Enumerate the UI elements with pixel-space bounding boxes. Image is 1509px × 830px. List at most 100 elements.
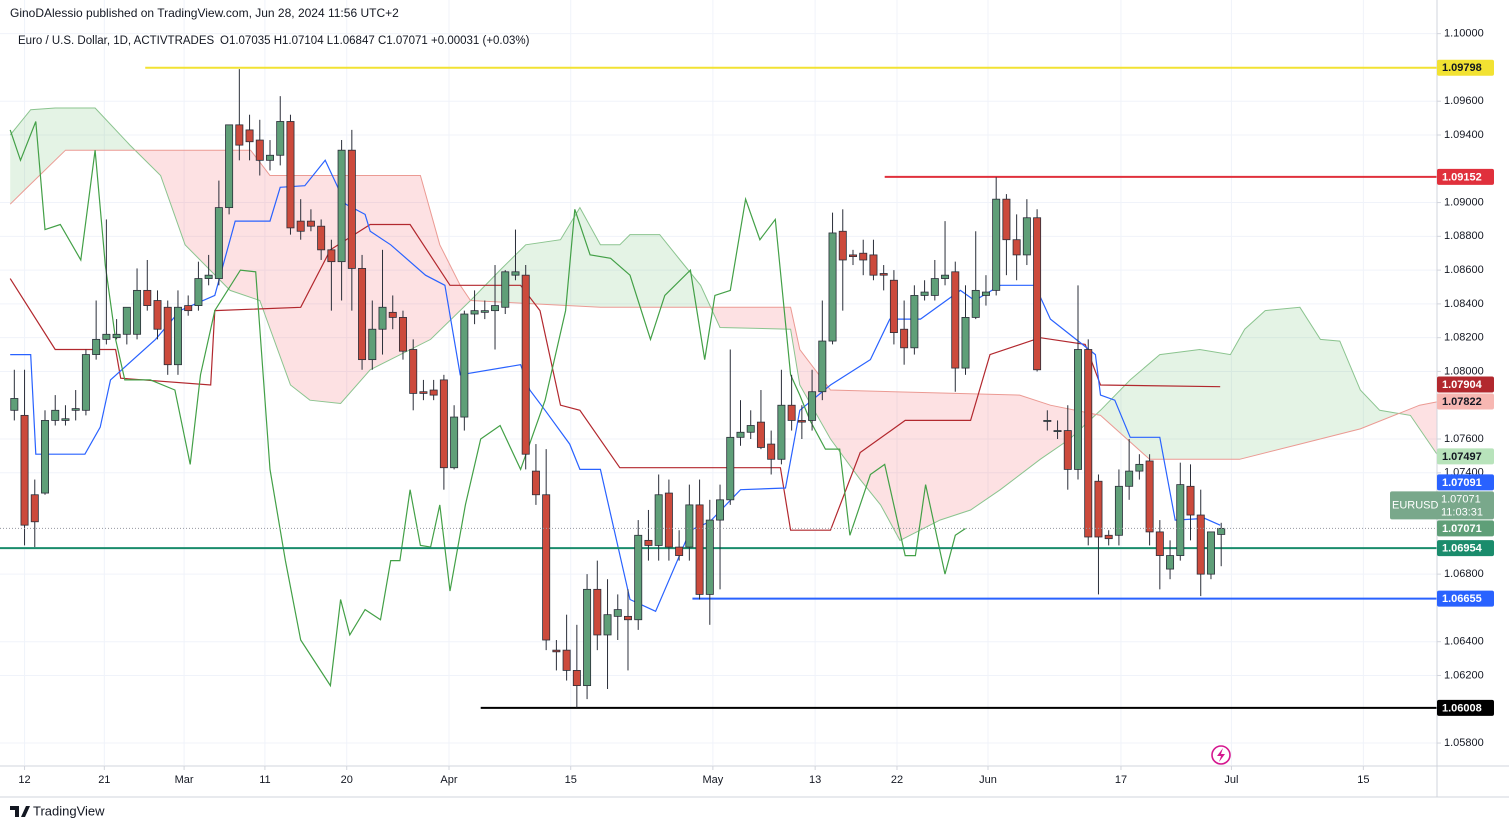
candle-body xyxy=(1206,531,1215,575)
candle-body xyxy=(1186,485,1195,516)
publisher: GinoDAlessio published on TradingView.co… xyxy=(10,6,399,20)
candle-body xyxy=(695,504,704,595)
x-tick-label: 21 xyxy=(98,774,110,786)
candle-body xyxy=(501,271,510,308)
price-label: 1.07497 xyxy=(1442,451,1482,463)
candle-body xyxy=(705,519,714,595)
indicator-line xyxy=(9,121,966,688)
countdown: 11:03:31 xyxy=(1441,506,1483,518)
y-tick-label: 1.08400 xyxy=(1444,298,1484,310)
x-tick-label: Jul xyxy=(1224,774,1238,786)
candle-body xyxy=(255,139,264,161)
candle-body xyxy=(286,121,295,229)
candle-body xyxy=(266,154,274,161)
candle-body xyxy=(859,252,868,261)
replay-bolt xyxy=(1217,748,1225,762)
candle-body xyxy=(1135,463,1144,472)
candle-body xyxy=(102,333,111,340)
price-label: 1.07071 xyxy=(1442,523,1482,535)
indicator-line xyxy=(9,149,1437,460)
candle-body xyxy=(1053,430,1062,432)
candle-body xyxy=(910,295,919,349)
price-label: 1.07904 xyxy=(1442,379,1483,391)
x-tick-label: 11 xyxy=(259,774,270,786)
candle-body xyxy=(961,317,970,369)
candle-body xyxy=(542,494,551,641)
candle-body xyxy=(122,306,131,335)
candle-body xyxy=(92,338,101,355)
candle-body xyxy=(603,614,612,636)
candle-body xyxy=(306,220,315,227)
candle-body xyxy=(419,391,428,394)
candle-body xyxy=(368,328,377,361)
candle-body xyxy=(767,443,776,460)
x-tick-label: Jun xyxy=(979,774,997,786)
price-label-bg xyxy=(1437,393,1494,410)
candle-body xyxy=(583,588,592,687)
candle-body xyxy=(981,291,990,296)
y-tick-label: 1.05800 xyxy=(1444,737,1484,749)
candle-body xyxy=(726,436,735,501)
candle-body xyxy=(133,289,142,335)
price-label-bg xyxy=(1437,168,1494,185)
candle-body xyxy=(337,149,346,263)
candle-body xyxy=(562,649,571,671)
candle-body xyxy=(552,649,561,653)
candle-body xyxy=(1084,349,1093,538)
price-label: 1.06008 xyxy=(1442,702,1482,714)
candle-body xyxy=(388,311,397,318)
y-tick-label: 1.08800 xyxy=(1444,230,1484,242)
candle-body xyxy=(429,389,438,396)
candle-body xyxy=(920,291,929,296)
price-label-bg xyxy=(1437,448,1494,465)
candle-body xyxy=(347,149,356,269)
candle-body xyxy=(470,310,479,315)
candle-body xyxy=(491,305,500,312)
candle-body xyxy=(869,254,878,276)
candle-body xyxy=(531,470,540,496)
replay-icon[interactable] xyxy=(1211,745,1231,765)
candle-body xyxy=(327,249,336,263)
candle-body xyxy=(593,588,602,636)
candle-body xyxy=(143,289,152,306)
candle-body xyxy=(675,546,684,556)
chart-title: Euro / U.S. Dollar, 1D, ACTIVTRADES xyxy=(18,35,215,47)
replay-circle xyxy=(1211,745,1231,765)
candle-body xyxy=(51,409,60,421)
x-tick-label: 15 xyxy=(1357,774,1369,786)
candle-body xyxy=(81,354,90,411)
tradingview-logo[interactable]: TradingView xyxy=(10,803,105,818)
y-tick-label: 1.08200 xyxy=(1444,332,1484,344)
axes: 1.10000 1.09600 1.09400 1.09000 1.08800 1.086… xyxy=(18,28,1483,786)
symbol-label-bg xyxy=(1390,491,1494,520)
candle-body xyxy=(685,504,694,548)
ohlc-legend: O1.07035 H1.07104 L1.06847 C1.07071 +0.0… xyxy=(220,35,530,47)
candle-body xyxy=(1022,217,1031,256)
candle-body xyxy=(634,534,643,621)
candle-body xyxy=(818,340,827,393)
ichimoku-cloud xyxy=(9,107,1437,542)
candle-body xyxy=(214,207,223,279)
candle-body xyxy=(378,306,387,330)
candle-body xyxy=(1145,460,1154,533)
price-label-bg xyxy=(1437,376,1494,393)
x-tick-label: 15 xyxy=(565,774,577,786)
candle-body xyxy=(163,306,172,366)
price-label-bg xyxy=(1437,59,1494,76)
symbol-price: 1.07071 xyxy=(1441,493,1481,505)
candle-body xyxy=(439,379,448,469)
candle-body xyxy=(450,416,459,469)
y-tick-label: 1.09000 xyxy=(1444,196,1484,208)
candle-body xyxy=(1074,349,1082,470)
price-label: 1.09152 xyxy=(1442,171,1482,183)
candle-body xyxy=(1002,198,1011,241)
x-tick-label: 12 xyxy=(18,774,30,786)
indicator-line xyxy=(9,107,1437,542)
candle-body xyxy=(1166,555,1175,570)
candle-body xyxy=(1155,531,1164,556)
price-label-bg xyxy=(1437,520,1494,537)
candle-body xyxy=(849,254,857,257)
candle-body xyxy=(235,124,244,146)
candle-body xyxy=(613,609,622,617)
